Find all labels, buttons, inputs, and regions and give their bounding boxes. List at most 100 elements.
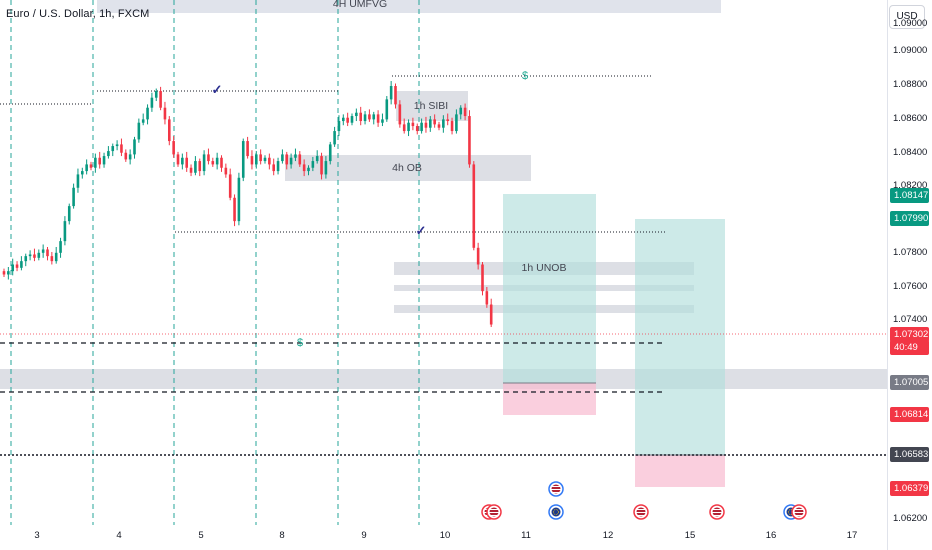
candle-bullish[interactable] [315,156,319,162]
candle-bullish[interactable] [263,157,267,162]
candle-bullish[interactable] [141,119,145,123]
candle-bearish[interactable] [320,156,323,175]
candle-bullish[interactable] [72,187,75,207]
candle-bullish[interactable] [459,107,463,115]
candle-bearish[interactable] [298,154,302,165]
candle-bullish[interactable] [385,99,389,120]
candle-bearish[interactable] [228,174,232,198]
candle-bearish[interactable] [98,157,101,165]
candle-bullish[interactable] [255,154,258,165]
candle-bearish[interactable] [415,126,419,132]
us-flag-icon[interactable] [709,504,725,520]
event-icons[interactable] [481,481,807,520]
candle-bullish[interactable] [76,174,80,188]
candle-bearish[interactable] [207,154,210,162]
candle-bullish[interactable] [41,249,45,253]
candle-bullish[interactable] [307,167,310,172]
candle-bullish[interactable] [81,171,84,175]
candle-bullish[interactable] [128,154,132,160]
candle-bearish[interactable] [124,152,128,160]
candle-bullish[interactable] [241,141,245,178]
candle-bearish[interactable] [485,291,489,305]
candle-bearish[interactable] [33,254,36,258]
eu-flag-icon[interactable] [548,504,564,520]
candle-bullish[interactable] [294,154,297,158]
candle-bearish[interactable] [394,86,397,105]
currency-button[interactable]: USD [889,5,925,29]
candle-bearish[interactable] [168,119,171,142]
dollar-mark-icon[interactable]: $ [296,337,304,349]
candle-bearish[interactable] [46,249,49,257]
dollar-mark-icon[interactable]: $ [521,70,529,82]
candle-bearish[interactable] [233,197,236,222]
candle-bearish[interactable] [176,154,180,165]
candle-bearish[interactable] [172,141,175,155]
candle-bearish[interactable] [368,114,371,120]
candle-bearish[interactable] [463,107,467,117]
candle-bullish[interactable] [429,119,432,128]
candle-bearish[interactable] [476,247,480,265]
candle-bearish[interactable] [376,114,380,123]
candle-bullish[interactable] [389,86,393,100]
candle-bullish[interactable] [194,161,197,173]
candle-bullish[interactable] [342,117,345,122]
zone-entry-band[interactable] [0,369,887,389]
candle-bullish[interactable] [237,177,241,222]
candle-bearish[interactable] [89,164,93,168]
us-flag-icon[interactable] [486,504,502,520]
candle-bullish[interactable] [24,256,28,262]
candle-bearish[interactable] [450,121,454,132]
candle-bearish[interactable] [468,116,471,165]
candle-bearish[interactable] [50,256,54,262]
candle-bearish[interactable] [2,271,6,275]
candle-bearish[interactable] [481,264,484,292]
candle-bullish[interactable] [85,164,88,172]
candle-bullish[interactable] [363,114,367,122]
candle-bearish[interactable] [163,107,167,120]
us-flag-icon[interactable] [548,481,564,497]
candle-bullish[interactable] [146,107,149,120]
candle-bullish[interactable] [63,221,67,242]
candle-bullish[interactable] [281,154,284,162]
candle-bearish[interactable] [189,167,193,173]
candle-bearish[interactable] [198,161,202,172]
candle-bullish[interactable] [337,121,341,132]
candle-bearish[interactable] [489,304,493,325]
candle-bullish[interactable] [94,157,97,168]
candle-bullish[interactable] [115,144,119,147]
candle-bullish[interactable] [37,252,41,258]
candle-bearish[interactable] [250,156,254,165]
candle-bearish[interactable] [346,117,349,123]
candle-bearish[interactable] [302,164,306,172]
candle-bullish[interactable] [333,131,336,145]
long-position-2-stop[interactable] [635,455,725,487]
candle-bullish[interactable] [202,154,206,172]
candle-bullish[interactable] [107,151,110,157]
candle-bearish[interactable] [268,157,271,165]
candle-bearish[interactable] [285,154,289,165]
candle-bullish[interactable] [11,264,14,272]
candle-bearish[interactable] [359,112,362,122]
candle-bearish[interactable] [402,124,406,132]
candle-bearish[interactable] [259,154,262,162]
candle-bearish[interactable] [446,119,449,122]
candle-bullish[interactable] [350,116,354,123]
candle-bearish[interactable] [220,157,223,168]
candle-bullish[interactable] [455,114,458,132]
check-mark-icon[interactable]: ✓ [211,82,223,97]
candle-bearish[interactable] [472,164,476,248]
candle-bearish[interactable] [272,164,275,172]
candle-bullish[interactable] [111,146,115,152]
candle-bullish[interactable] [102,156,106,165]
us-flag-icon[interactable] [633,504,649,520]
candle-bearish[interactable] [120,144,123,153]
candle-bearish[interactable] [224,167,228,175]
candle-bearish[interactable] [15,264,19,268]
candle-bullish[interactable] [215,157,219,165]
candles-group[interactable] [2,81,493,328]
candle-bearish[interactable] [424,122,428,128]
candle-bullish[interactable] [181,157,184,165]
candle-bullish[interactable] [150,97,154,108]
check-mark-icon[interactable]: ✓ [415,223,427,238]
